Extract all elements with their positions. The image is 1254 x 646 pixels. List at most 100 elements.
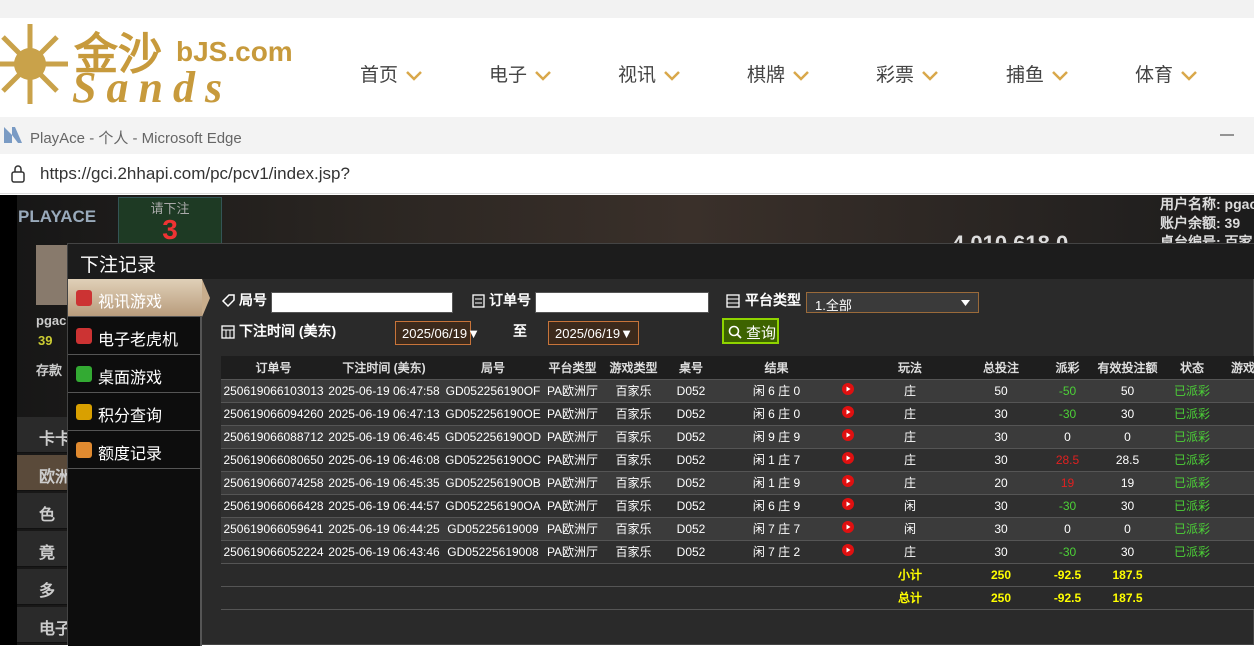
minimize-button[interactable] [1220,134,1236,136]
nav-item[interactable]: 捕鱼 [1006,60,1068,87]
cell [1161,563,1223,587]
query-button[interactable]: 查询 [722,318,779,344]
cell: 2025-06-19 06:44:57 [326,494,442,518]
sidebar-item[interactable]: 积分查询 [68,393,202,431]
cell: 28.5 [1094,448,1161,472]
cell: 百家乐 [601,448,666,472]
cell: 250619066088712 [221,425,326,449]
cell [837,494,859,518]
play-button[interactable] [842,498,854,510]
cell: 19 [1094,471,1161,495]
cell: 已派彩 [1161,494,1223,518]
chevron [406,71,422,81]
chevron [922,71,938,81]
cell: D052 [666,540,716,564]
nav-text: 首页 [360,65,399,86]
cell: 百家乐 [601,379,666,403]
play-button[interactable] [842,521,854,533]
cell [601,563,666,587]
cell: 2025-06-19 06:44:25 [326,517,442,541]
nav-text: 棋牌 [747,65,786,86]
cell: 2025-06-19 06:47:13 [326,402,442,426]
date-to[interactable]: 2025/06/19▼ [548,321,639,345]
cell [837,586,859,610]
play-button[interactable] [842,452,854,464]
platform-value: 1.全部 [815,298,852,313]
cell [601,586,666,610]
sidebar-item[interactable]: 视讯游戏 [68,279,210,317]
platform-label: 平台类型 [745,292,801,308]
header-cell: 平台类型 [544,356,601,380]
table-wrap: 订单号 下注时间 (美东) 局号 平台类型 游戏类型 桌号 结果 玩法 总投注 派彩 有效投注额 状态… [221,356,1254,646]
chevron [1181,71,1197,81]
cell: 闲 6 庄 0 [716,402,837,426]
play-button[interactable] [842,383,854,395]
nav-item[interactable]: 视讯 [618,60,680,87]
sidebar-item[interactable]: 额度记录 [68,431,202,469]
cell: 2025-06-19 06:46:08 [326,448,442,472]
cell: -30 [1041,402,1094,426]
time-label: 下注时间 (美东) [239,323,337,339]
round-input[interactable] [271,292,453,313]
cell: GD052256190OB [442,471,544,495]
site-header: 金沙 bJS.com Sands 首页 电子 视讯 棋牌 彩票 捕鱼 体育 [0,0,1254,112]
cell: 已派彩 [1161,379,1223,403]
cell: 庄 [859,448,961,472]
nav-item[interactable]: 体育 [1135,60,1197,87]
header-cell: 游戏 [1223,356,1254,380]
cell: 30 [961,517,1041,541]
url-text[interactable]: https://gci.2hhapi.com/pc/pcv1/index.jsp… [40,164,350,183]
cell: 已派彩 [1161,471,1223,495]
data-row: 250619066074258 2025-06-19 06:45:35 GD0522… [221,471,1254,495]
header-cell: 派彩 [1041,356,1094,380]
sidebar-item[interactable]: 桌面游戏 [68,355,202,393]
data-row: 250619066080650 2025-06-19 06:46:08 GD0522… [221,448,1254,472]
dialog-sidebar: 视讯游戏 电子老虎机桌面游戏积分查询 额度记录 [68,279,210,646]
nav-item[interactable]: 棋牌 [747,60,809,87]
bet-panel: 请下注 3 [118,197,222,245]
date-from[interactable]: 2025/06/19▼ [395,321,480,345]
logo-cn: 金沙 [74,30,162,79]
bet-record-dialog: 下注记录 视讯游戏 电子老虎机 桌面游戏 积分查询 额度记录 局号 订单号 平台类型 1… [67,243,1254,646]
cell: GD052256190OD [442,425,544,449]
to-label: 至 [513,323,527,339]
cell [442,586,544,610]
cell [837,402,859,426]
chevron [1052,71,1068,81]
play-button[interactable] [842,429,854,441]
nav-item[interactable]: 彩票 [876,60,938,87]
cell: 0 [1041,425,1094,449]
cell [1223,586,1254,610]
cell: 19 [1041,471,1094,495]
cell [837,379,859,403]
platform-select[interactable]: 1.全部 [806,292,979,313]
cell: 30 [1094,540,1161,564]
cell [442,563,544,587]
header-cell: 总投注 [961,356,1041,380]
cell: 闲 [859,517,961,541]
order-input[interactable] [535,292,709,313]
play-button[interactable] [842,475,854,487]
cell: PA欧洲厅 [544,425,601,449]
sidebar-text: 桌面游戏 [98,370,163,387]
play-button[interactable] [842,406,854,418]
summary-cell: 187.5 [1094,563,1161,587]
window-title: PlayAce - 个人 - Microsoft Edge [30,130,242,147]
cell: GD052256190OA [442,494,544,518]
cell: 50 [961,379,1041,403]
sidebar-icon [76,442,92,458]
nav-text: 彩票 [876,65,915,86]
cell [1161,586,1223,610]
cell: GD05225619009 [442,517,544,541]
cell: 30 [961,402,1041,426]
side-balance: 39 [38,333,53,348]
summary-cell: 小计 [859,563,961,587]
play-button[interactable] [842,544,854,556]
summary-cell: 总计 [859,586,961,610]
cell: 0 [1094,425,1161,449]
nav-item[interactable]: 电子 [489,60,551,87]
cell: PA欧洲厅 [544,540,601,564]
nav-item[interactable]: 首页 [360,60,422,87]
sidebar-item[interactable]: 电子老虎机 [68,317,202,355]
